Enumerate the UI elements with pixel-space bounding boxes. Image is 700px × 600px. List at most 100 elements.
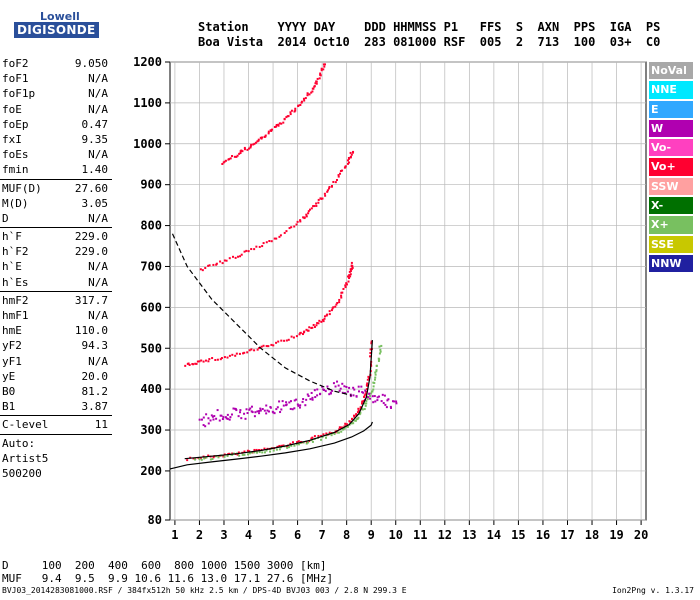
param-label: h`F [2,230,22,244]
param-value: N/A [88,309,108,322]
echo-point [244,417,247,420]
x-tick-label: 2 [196,528,203,542]
echo-point [387,398,390,401]
param-label: h`E [2,260,22,274]
echo-point [315,204,318,207]
echo-point [278,235,281,238]
auto-code: 500200 [2,466,42,480]
echo-point [347,280,350,283]
echo-point [263,447,266,450]
echo-point [255,245,258,248]
echo-point [270,240,273,243]
echo-point [194,362,197,365]
divider [0,227,112,229]
param-value: N/A [88,102,108,116]
echo-point [270,343,273,346]
echo-point [243,146,246,149]
echo-point [298,333,301,336]
echo-point [220,414,223,417]
param-value: 229.0 [74,230,108,244]
echo-point [316,322,319,325]
echo-point [263,409,266,412]
x-tick-label: 1 [171,528,178,542]
echo-point [228,158,231,161]
x-tick-label: 6 [294,528,301,542]
echo-point [325,432,328,435]
echo-point [198,418,201,421]
echo-point [237,451,240,454]
echo-point [350,261,353,264]
echo-point [293,444,296,447]
echo-point [239,409,242,412]
echo-point [228,452,231,455]
echo-point [346,390,349,393]
echo-point [344,422,347,425]
echo-point [258,412,261,415]
echo-point [320,438,323,441]
echo-point [198,360,201,363]
echo-point [371,390,374,393]
echo-point [249,146,252,149]
echo-point [225,259,228,262]
echo-point [352,414,355,417]
echo-point [328,310,331,313]
echo-point [320,434,323,437]
distance-row: D 100 200 400 600 800 1000 1500 3000 [km… [2,559,327,572]
file-info-footer: BVJ03_2014283081000.RSF / 384fx512h 50 k… [2,586,698,595]
echo-point [241,150,244,153]
param-label: yF2 [2,339,22,353]
echo-point [360,385,363,388]
echo-point [302,398,305,401]
x-tick-label: 14 [487,528,501,542]
echo-point [296,403,299,406]
echo-point [353,388,356,391]
param-value: N/A [88,275,108,289]
echo-point [343,427,346,430]
echo-point [300,100,303,103]
echo-point [280,122,283,125]
y-tick-label: 400 [140,382,162,396]
echo-point [328,185,331,188]
echo-point [224,416,227,419]
echo-point [307,395,310,398]
logo-line-2: DIGISONDE [14,22,99,38]
echo-point [349,273,352,276]
echo-point [312,87,315,90]
legend-item-nne: NNE [649,81,693,99]
echo-point [321,385,324,388]
echo-point [332,180,335,183]
echo-point [328,187,331,190]
echo-point [311,396,314,399]
echo-point [346,425,349,428]
echo-point [253,451,256,454]
echo-point [372,381,375,384]
echo-point [228,354,231,357]
y-tick-label: 80 [148,513,162,527]
echo-point [295,443,298,446]
echo-point [295,335,298,338]
echo-point [313,389,316,392]
file-info: BVJ03_2014283081000.RSF / 384fx512h 50 k… [2,586,407,595]
param-label: hmF1 [2,309,29,322]
echo-point [256,410,259,413]
echo-point [326,189,329,192]
echo-point [330,434,333,437]
echo-point [314,82,317,85]
echo-point [307,210,310,213]
echo-point [229,157,232,160]
echo-point [303,330,306,333]
echo-point [256,348,259,351]
echo-point [313,205,316,208]
echo-point [272,411,275,414]
echo-point [395,400,398,403]
echo-point [207,454,210,457]
version-info: Ion2Png v. 1.3.17 [612,586,694,595]
echo-point [294,107,297,110]
echo-point [367,375,370,378]
echo-point [375,369,378,372]
echo-point [291,441,294,444]
echo-point [350,268,353,271]
echo-point [363,394,366,397]
echo-point [261,408,264,411]
echo-point [345,385,348,388]
